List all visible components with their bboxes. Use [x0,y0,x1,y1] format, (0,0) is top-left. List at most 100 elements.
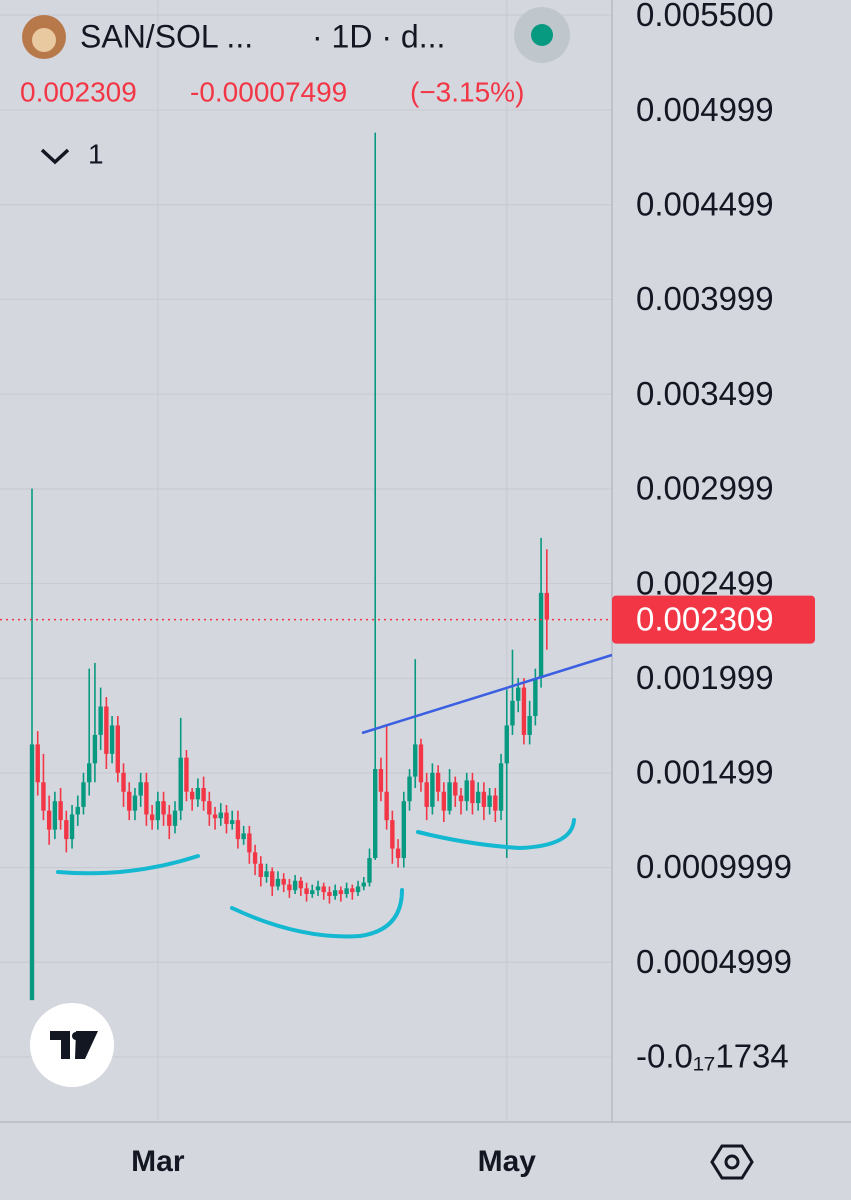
candle-body [395,848,401,859]
candle-body [212,814,218,819]
y-tick-label: 0.004999 [636,91,774,128]
price-change: -0.00007499 [190,76,347,107]
candle-body [252,852,258,864]
last-price-label: 0.002309 [636,600,774,637]
candle-body [275,878,281,887]
candle-body [315,886,321,891]
candle-body [367,858,372,883]
y-tick-label: 0.0004999 [636,943,792,980]
candle-body [52,801,58,830]
drawn-curve [416,818,576,851]
y-tick-label: 0.001499 [636,754,774,791]
candle-body [144,782,149,815]
candle-body [475,791,481,804]
candle-body [504,725,509,764]
settings-icon-center [724,1154,740,1170]
y-tick-label: 0.003999 [636,280,774,317]
trend-line [361,653,613,735]
grid-layer [0,0,612,1122]
candle-body [281,878,286,885]
candle-body [298,880,304,889]
candle-body [58,801,63,821]
candle-body [332,890,338,896]
last-price-tag [612,595,815,644]
candle-body [127,791,132,811]
candle-body [304,888,309,895]
candle-body [464,780,469,802]
y-tick-label: 0.0009999 [636,848,792,885]
candle-body [195,787,201,800]
candle-body [493,795,498,811]
settings-button[interactable] [710,1144,754,1180]
candle-body [132,795,138,811]
candle-body [189,791,195,800]
candle-body [292,880,298,891]
candle-body [138,782,143,796]
y-tick-label: 0.001999 [636,659,774,696]
candle-body [29,744,35,1001]
candle-body [407,776,412,802]
symbol[interactable]: SAN/SOL ... [80,18,253,54]
candle-body [69,814,75,840]
candle-body [355,886,361,893]
candle-body [81,782,86,807]
candle-body [310,890,315,895]
status-dot [531,24,553,46]
candle-body [441,791,447,811]
candle-body [361,882,366,887]
y-tick-label: 0.005500 [636,0,774,33]
candle-body [435,772,441,792]
candle-body [424,782,429,807]
candle-body [527,715,532,735]
x-tick-label: May [478,1145,537,1178]
candle-body [390,820,395,849]
candle-body [270,871,275,887]
candle-body [92,734,98,764]
candle-body [498,763,504,811]
y-tick-label: 0.003499 [636,375,774,412]
candle-body [46,810,52,830]
logo-dot [72,1032,80,1040]
candle-body [516,687,521,701]
y-tick-label: 0.004499 [636,185,774,222]
candle-body [258,863,263,877]
last-price: 0.002309 [20,76,137,107]
candle-body [247,833,252,853]
candle-body [264,871,269,877]
candle-body [327,892,332,896]
candle-body [544,592,549,620]
candle-body [533,678,538,716]
candle-body [235,820,241,840]
candle-body [510,700,515,726]
candle-body [161,801,166,815]
candle-body [167,814,172,826]
candle-body [384,791,389,821]
candle-body [41,782,46,811]
candle-body [430,772,435,807]
candle-body [121,772,126,792]
candle-body [470,780,475,804]
y-tick-label: -0.0₁₇1734 [636,1038,789,1075]
candles [29,132,549,1001]
candle-body [75,806,80,815]
candle-body [224,812,229,824]
x-tick-label: Mar [131,1145,185,1178]
indicator-count[interactable]: 1 [88,138,104,169]
candle-body [109,725,115,754]
candle-body [418,744,424,783]
interval[interactable]: · 1D · d... [312,18,445,54]
indicator-toggle[interactable] [40,148,70,165]
candle-body [230,820,235,824]
candle-body [401,801,406,859]
y-tick-label: 0.002999 [636,470,774,507]
candle-body [64,820,69,840]
candle-body [447,782,452,811]
candle-body [35,744,40,783]
candle-body [172,810,178,826]
symbol-icon-face [32,28,56,52]
candle-body [487,795,492,807]
candle-body [453,782,458,796]
candle-body [458,795,464,802]
logo[interactable] [30,1003,114,1087]
